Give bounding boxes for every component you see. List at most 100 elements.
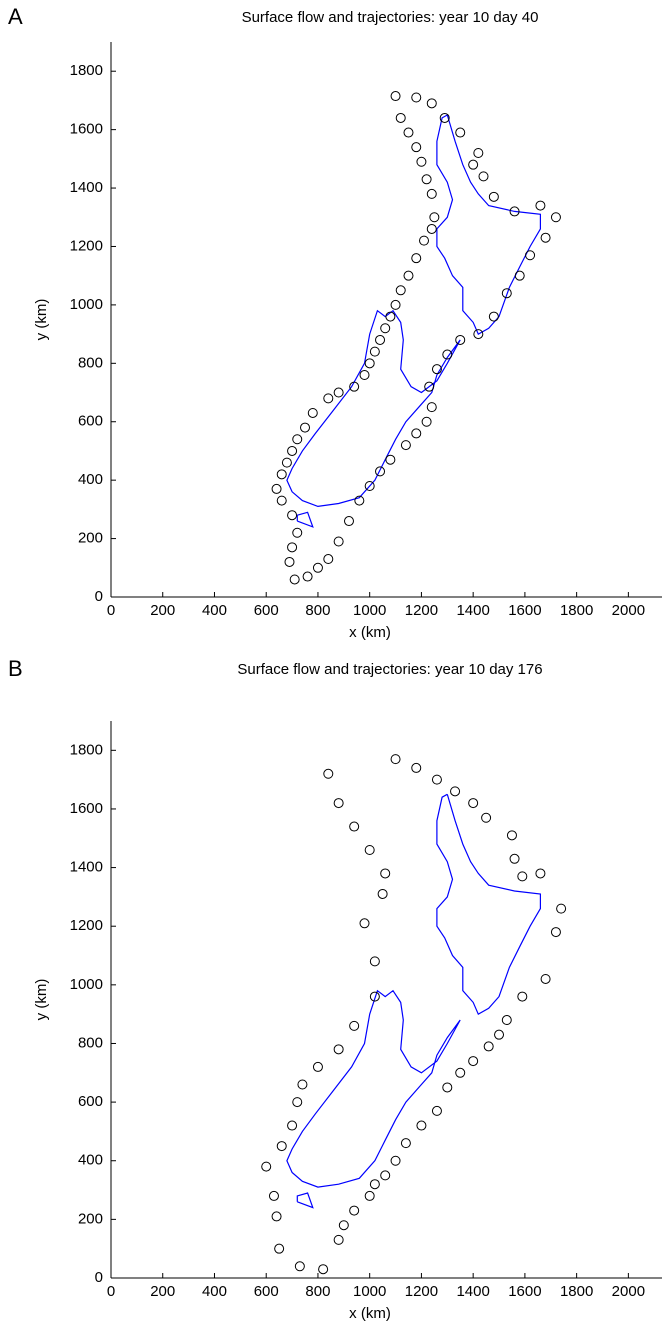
y-tick-label: 800 [78, 354, 103, 371]
x-tick-label: 400 [202, 602, 227, 619]
particle [426, 402, 437, 413]
particle [540, 973, 551, 984]
particle [468, 1056, 479, 1067]
particle [276, 495, 287, 506]
particle [395, 112, 406, 123]
particle [333, 387, 344, 398]
x-tick-label: 1600 [508, 602, 541, 619]
particle [431, 364, 442, 375]
panel-label: B [8, 656, 23, 681]
particle [411, 428, 422, 439]
particle [509, 853, 520, 864]
x-tick-label: 400 [202, 1283, 227, 1300]
x-tick-label: 1200 [405, 602, 438, 619]
particle [369, 991, 380, 1002]
particle [473, 329, 484, 340]
x-tick-label: 1800 [560, 1283, 593, 1300]
particle [400, 1138, 411, 1149]
particle [535, 868, 546, 879]
particle [380, 323, 391, 334]
particle [281, 457, 292, 468]
particle [411, 762, 422, 773]
particle [261, 1161, 272, 1172]
particle [442, 349, 453, 360]
particle [307, 407, 318, 418]
particle [323, 393, 334, 404]
particle [375, 334, 386, 345]
x-tick-label: 1200 [405, 1283, 438, 1300]
coastline [286, 309, 461, 508]
particle [369, 956, 380, 967]
particle [390, 91, 401, 102]
particle [431, 1105, 442, 1116]
particle [426, 188, 437, 199]
particle [535, 200, 546, 211]
coastline [296, 1192, 314, 1209]
particle [364, 1190, 375, 1201]
particle [292, 527, 303, 538]
particle [292, 434, 303, 445]
y-tick-label: 1400 [70, 179, 103, 196]
particle [390, 1155, 401, 1166]
y-tick-label: 200 [78, 530, 103, 547]
particle [426, 98, 437, 109]
y-axis-label: y (km) [33, 979, 50, 1021]
x-axis-label: x (km) [349, 624, 391, 641]
x-tick-label: 200 [150, 602, 175, 619]
coastline [286, 989, 461, 1188]
chart-title: Surface flow and trajectories: year 10 d… [242, 9, 539, 26]
particle [333, 798, 344, 809]
x-tick-label: 200 [150, 1283, 175, 1300]
particle [455, 1067, 466, 1078]
particle [369, 346, 380, 357]
particle [483, 1041, 494, 1052]
particle [349, 821, 360, 832]
particle [323, 768, 334, 779]
y-tick-label: 600 [78, 413, 103, 430]
particle [468, 159, 479, 170]
particle [421, 174, 432, 185]
particle [276, 1141, 287, 1152]
particle [517, 991, 528, 1002]
x-tick-label: 0 [107, 1283, 115, 1300]
particle [274, 1243, 285, 1254]
particle [287, 1120, 298, 1131]
y-tick-label: 1000 [70, 296, 103, 313]
particle [494, 1029, 505, 1040]
particle [284, 556, 295, 567]
particle [271, 483, 282, 494]
particle [525, 250, 536, 261]
particle [385, 311, 396, 322]
particle [514, 270, 525, 281]
particle [294, 1261, 305, 1272]
particle [411, 142, 422, 153]
particle [390, 754, 401, 765]
particle [359, 918, 370, 929]
particle [377, 888, 388, 899]
particle [318, 1264, 329, 1275]
particle [349, 381, 360, 392]
particle [271, 1211, 282, 1222]
particle [450, 786, 461, 797]
particle [268, 1190, 279, 1201]
y-tick-label: 1800 [70, 741, 103, 758]
particle [550, 927, 561, 938]
y-tick-label: 1000 [70, 976, 103, 993]
particle [488, 191, 499, 202]
x-tick-label: 1800 [560, 602, 593, 619]
particle [287, 510, 298, 521]
particle [395, 285, 406, 296]
coastline [436, 114, 541, 335]
particle [338, 1220, 349, 1231]
y-tick-label: 800 [78, 1034, 103, 1051]
particle [364, 844, 375, 855]
particle [455, 127, 466, 138]
x-tick-label: 600 [254, 602, 279, 619]
particle [421, 416, 432, 427]
particle [411, 253, 422, 264]
particle [478, 171, 489, 182]
particle [416, 156, 427, 167]
particle [473, 148, 484, 158]
particle [323, 554, 334, 565]
